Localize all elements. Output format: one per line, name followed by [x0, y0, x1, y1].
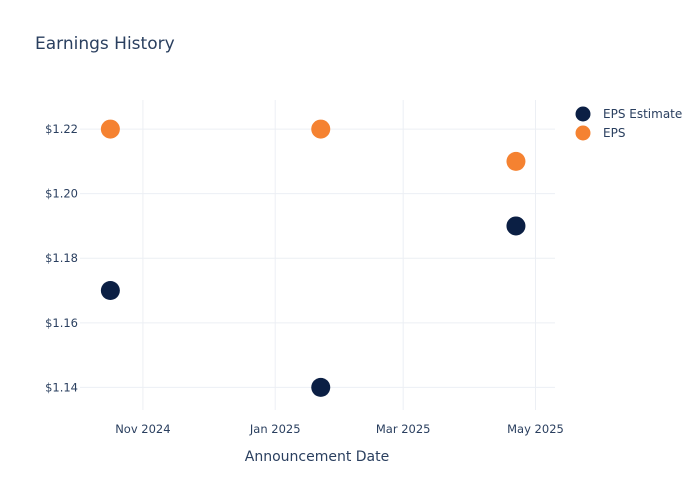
y-tick-label: $1.16	[45, 316, 78, 330]
chart-title: Earnings History	[35, 34, 175, 54]
legend-marker	[575, 106, 591, 122]
y-tick-label: $1.18	[45, 251, 78, 265]
point-eps[interactable]	[100, 119, 120, 139]
x-axis: Nov 2024 Jan 2025 Mar 2025 May 2025	[115, 422, 564, 436]
legend-label[interactable]: EPS Estimate	[603, 107, 682, 121]
x-tick-label: Jan 2025	[249, 422, 301, 436]
point-eps-estimate[interactable]	[506, 216, 526, 236]
point-eps[interactable]	[311, 119, 331, 139]
legend-marker	[575, 125, 591, 141]
x-axis-title: Announcement Date	[245, 449, 389, 465]
y-tick-label: $1.22	[45, 122, 78, 136]
y-tick-label: $1.14	[45, 380, 78, 394]
legend: EPS Estimate EPS	[575, 106, 682, 141]
y-axis: $1.14 $1.16 $1.18 $1.20 $1.22	[45, 122, 78, 394]
data-points	[100, 119, 526, 397]
grid-layer	[80, 100, 555, 410]
x-tick-label: May 2025	[507, 422, 564, 436]
legend-label[interactable]: EPS	[603, 126, 625, 140]
x-tick-label: Nov 2024	[115, 422, 170, 436]
point-eps-estimate[interactable]	[100, 281, 120, 301]
x-tick-label: Mar 2025	[376, 422, 431, 436]
point-eps[interactable]	[506, 151, 526, 171]
point-eps-estimate[interactable]	[311, 377, 331, 397]
y-tick-label: $1.20	[45, 187, 78, 201]
